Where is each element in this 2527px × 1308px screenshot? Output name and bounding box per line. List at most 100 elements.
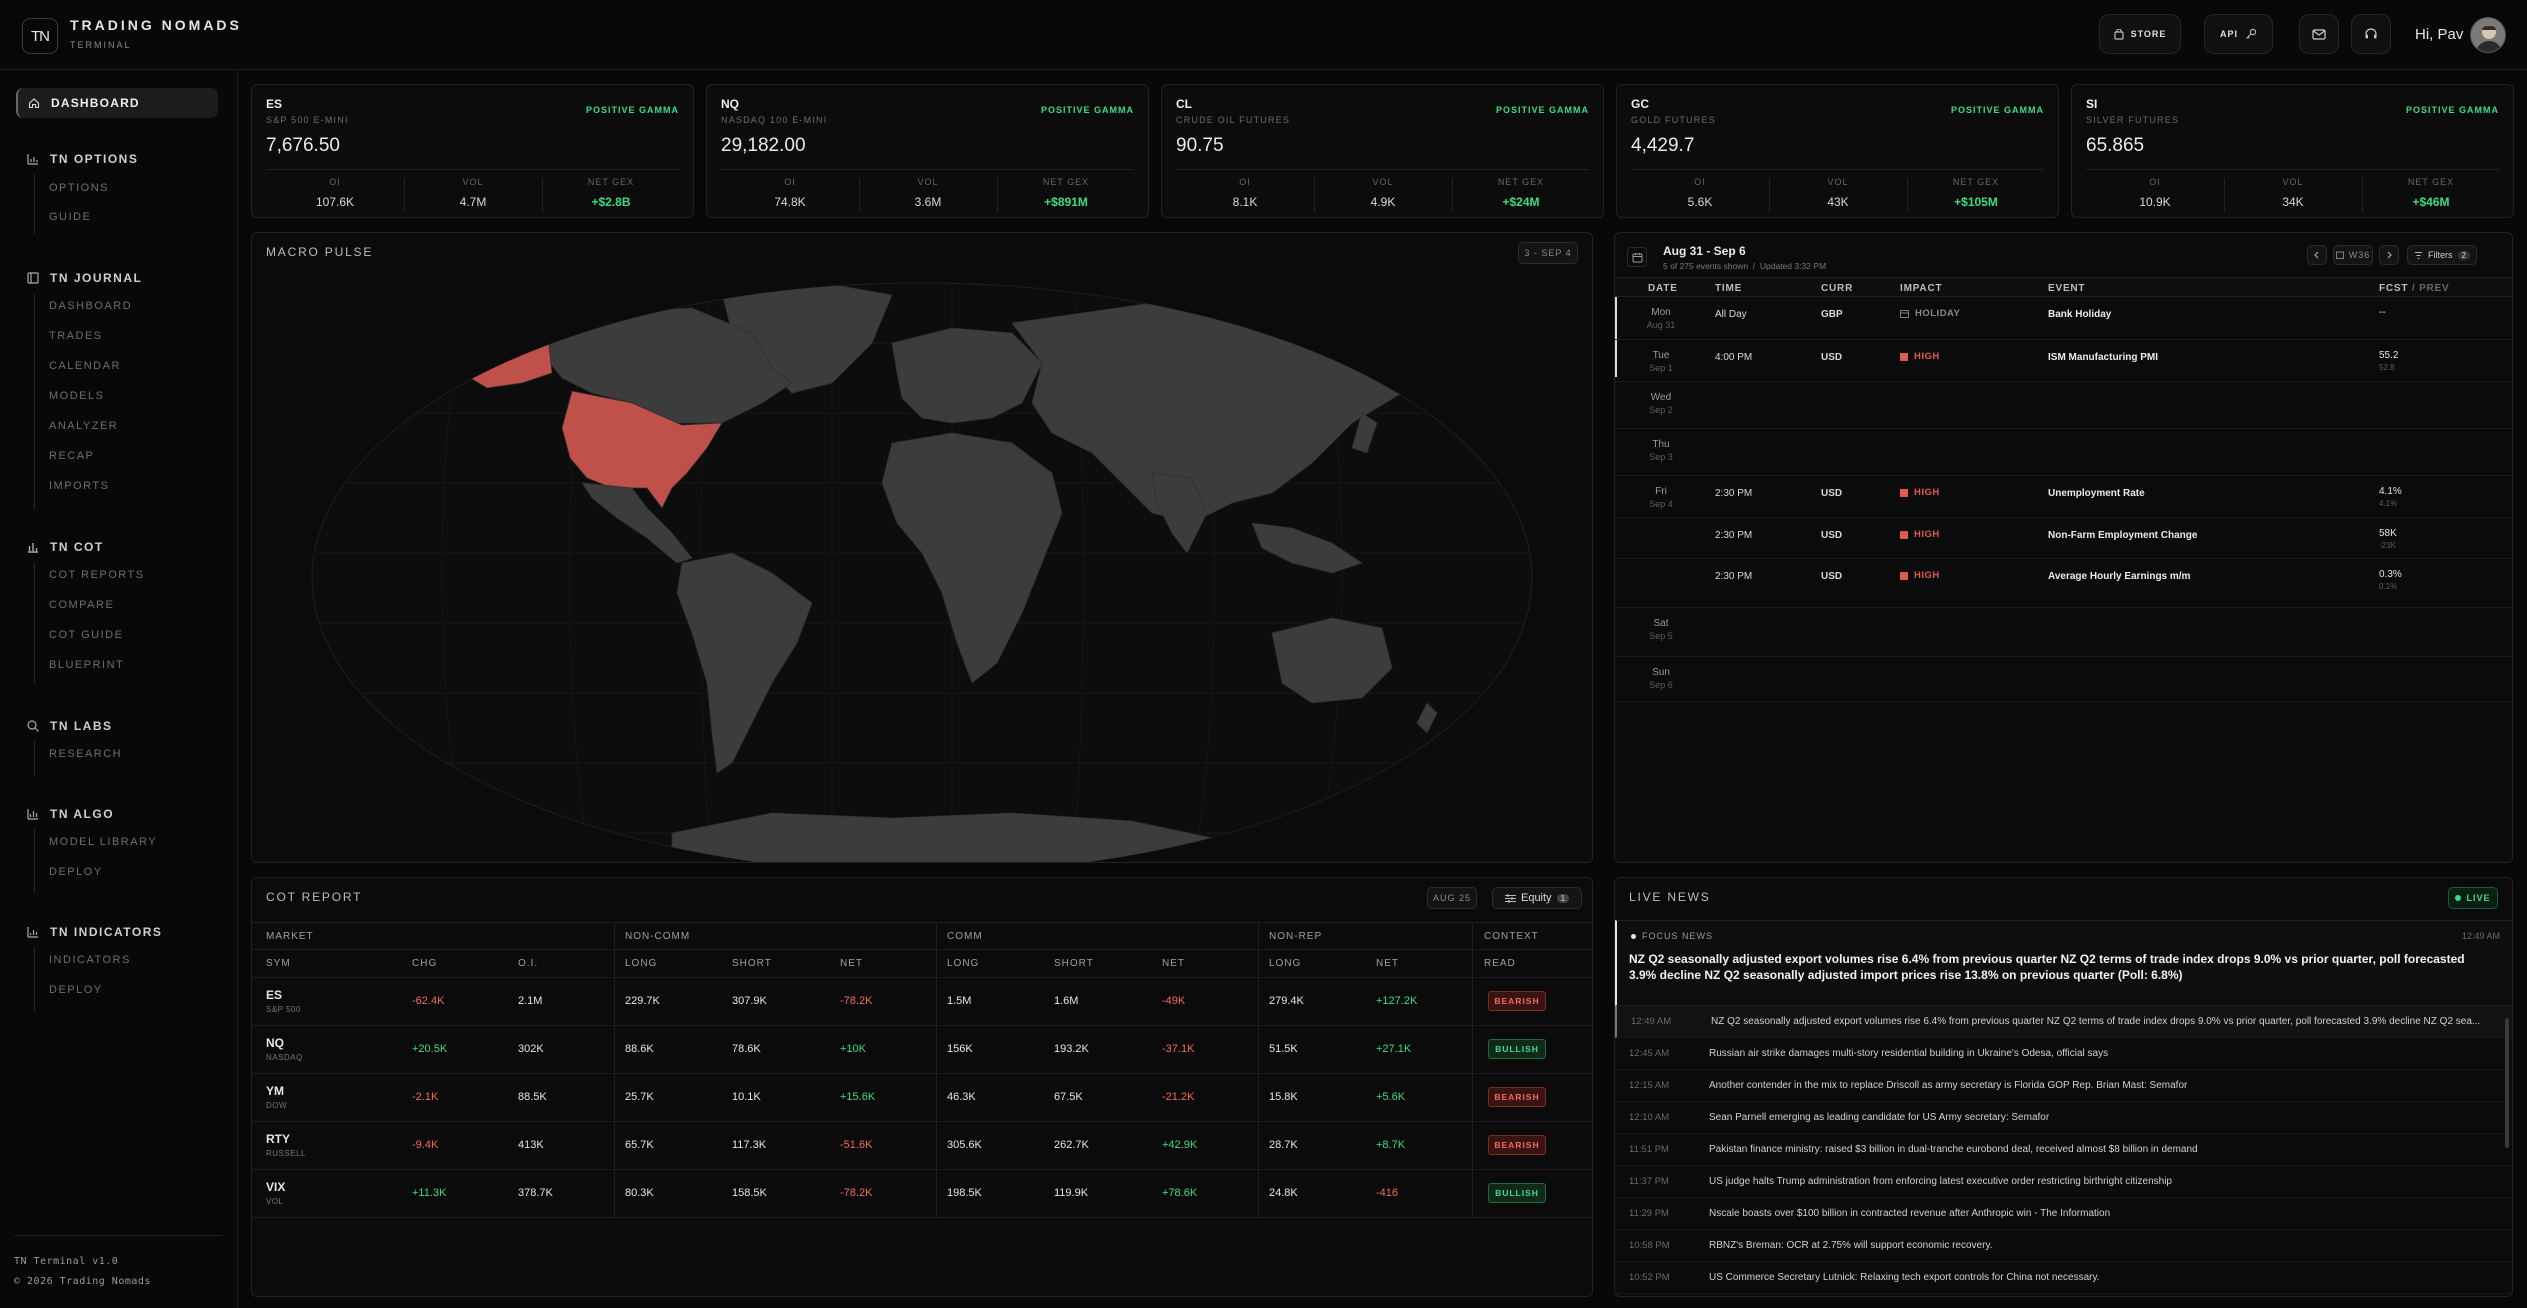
news-item[interactable]: 11:29 PM Nscale boasts over $100 billion … (1615, 1198, 2512, 1230)
sidebar-item-dashboard[interactable]: DASHBOARD (16, 88, 218, 118)
ticker-card-es[interactable]: ES S&P 500 E-MINI POSITIVE GAMMA 7,676.50 OI… (251, 84, 694, 218)
cot-filter-button[interactable]: Equity 1 (1492, 887, 1582, 909)
news-item[interactable]: 12:49 AM NZ Q2 seasonally adjusted export… (1615, 1006, 2512, 1038)
sidebar-section-options[interactable]: TN OPTIONS (26, 152, 138, 166)
focus-news-card[interactable]: FOCUS NEWS 12:49 AM NZ Q2 seasonally adj… (1615, 920, 2512, 1006)
api-button[interactable]: API (2204, 14, 2273, 54)
map-antarctica (671, 812, 1213, 862)
news-item[interactable]: 11:51 PM Pakistan finance ministry: raise… (1615, 1134, 2512, 1166)
stat-label: NET GEX (1042, 177, 1090, 187)
world-map[interactable] (252, 273, 1593, 863)
calendar-row[interactable]: Fri Sep 4 2:30 PM USD HIGH Unemployment Rate 4… (1615, 476, 2512, 518)
news-headline: US Commerce Secretary Lutnick: Relaxing … (1709, 1272, 2100, 1283)
cot-c-net: +78.6K (1162, 1187, 1198, 1199)
store-button[interactable]: STORE (2099, 14, 2181, 54)
col-sym: SYM (266, 958, 291, 969)
stat-net-gex: NET GEX +$24M (1452, 177, 1590, 209)
cot-row-rty[interactable]: RTY RUSSELL -9.4K 413K 65.7K 117.3K -51.6K 305.… (252, 1122, 1592, 1170)
calendar-row[interactable]: Mon Aug 31 All Day GBP HOLIDAY Bank Holiday -- (1615, 297, 2512, 340)
brand-logo[interactable]: TN (22, 18, 58, 54)
macro-range-pill[interactable]: 3 - SEP 4 (1518, 242, 1578, 264)
calendar-icon-button[interactable] (1627, 247, 1647, 267)
ticker-price: 90.75 (1176, 135, 1224, 156)
mail-button[interactable] (2299, 14, 2339, 54)
cot-column-header: SYM CHG O.I. LONG SHORT NET LONG SHORT N… (252, 950, 1592, 978)
news-item[interactable]: 12:10 AM Sean Parnell emerging as leading… (1615, 1102, 2512, 1134)
sidebar-item-calendar[interactable]: CALENDAR (49, 360, 121, 372)
sidebar-item-cot-reports[interactable]: COT REPORTS (49, 569, 145, 581)
news-item[interactable]: 12:45 AM Russian air strike damages multi… (1615, 1038, 2512, 1070)
cot-c-long: 156K (947, 1043, 973, 1055)
calendar-row[interactable]: Sun Sep 6 (1615, 657, 2512, 702)
cot-c-net: +42.9K (1162, 1139, 1198, 1151)
row-time: 2:30 PM (1715, 530, 1753, 541)
calendar-row[interactable]: 2:30 PM USD HIGH Non-Farm Employment Change… (1615, 518, 2512, 559)
calendar-row[interactable]: Wed Sep 2 (1615, 382, 2512, 429)
news-item[interactable]: 11:37 PM US judge halts Trump administrat… (1615, 1166, 2512, 1198)
row-currency: USD (1821, 488, 1843, 499)
user-greeting[interactable]: Hi, Pav (2415, 26, 2464, 43)
news-time: 12:15 AM (1629, 1080, 1670, 1091)
ticker-card-gc[interactable]: GC GOLD FUTURES POSITIVE GAMMA 4,429.7 OI 5.6… (1616, 84, 2059, 218)
cot-oi: 2.1M (518, 995, 543, 1007)
calendar-row[interactable]: Sat Sep 5 (1615, 608, 2512, 657)
calendar-row[interactable]: Thu Sep 3 (1615, 429, 2512, 476)
filters-button[interactable]: Filters 2 (2407, 245, 2477, 265)
sidebar-item-blueprint[interactable]: BLUEPRINT (49, 659, 125, 671)
calendar-row[interactable]: 2:30 PM USD HIGH Average Hourly Earnings m/… (1615, 559, 2512, 608)
sidebar-item-models[interactable]: MODELS (49, 390, 105, 402)
ticker-card-cl[interactable]: CL CRUDE OIL FUTURES POSITIVE GAMMA 90.75 OI… (1161, 84, 1604, 218)
cot-nc-long: 229.7K (625, 995, 660, 1007)
sidebar-item-compare[interactable]: COMPARE (49, 599, 115, 611)
support-button[interactable] (2351, 14, 2391, 54)
cot-nr-long: 51.5K (1269, 1043, 1298, 1055)
sidebar-item-model-library[interactable]: MODEL LIBRARY (49, 836, 158, 848)
news-item[interactable]: 12:15 AM Another contender in the mix to … (1615, 1070, 2512, 1102)
sidebar-item-indicators-deploy[interactable]: DEPLOY (49, 984, 103, 996)
news-item[interactable]: 10:58 PM RBNZ's Breman: OCR at 2.75% will… (1615, 1230, 2512, 1262)
sidebar-item-cot-guide[interactable]: COT GUIDE (49, 629, 124, 641)
sidebar-section-cot[interactable]: TN COT (26, 540, 104, 554)
cot-nc-long: 80.3K (625, 1187, 654, 1199)
stat-value: 107.6K (315, 195, 355, 209)
week-selector[interactable]: W36 (2333, 245, 2373, 265)
ticker-card-nq[interactable]: NQ NASDAQ 100 E-MINI POSITIVE GAMMA 29,182.… (706, 84, 1149, 218)
sidebar-section-labs[interactable]: TN LABS (26, 719, 113, 733)
sidebar-item-guide[interactable]: GUIDE (49, 211, 92, 223)
cot-c-net: -37.1K (1162, 1043, 1195, 1055)
next-week-button[interactable] (2379, 245, 2399, 265)
col-read: READ (1484, 958, 1516, 969)
col-fcst: FCST / PREV (2379, 283, 2450, 294)
filter-icon (2415, 251, 2423, 259)
sidebar-item-journal-dashboard[interactable]: DASHBOARD (49, 300, 133, 312)
cot-row-es[interactable]: ES S&P 500 -62.4K 2.1M 229.7K 307.9K -78.2K 1.5… (252, 978, 1592, 1026)
impact-badge: HOLIDAY (1900, 308, 1960, 319)
map-canada (541, 307, 793, 424)
row-currency: GBP (1821, 309, 1843, 320)
cot-read-badge: BEARISH (1488, 991, 1546, 1011)
row-date: Sep 5 (1649, 631, 1673, 641)
news-item[interactable]: 10:52 PM US Commerce Secretary Lutnick: R… (1615, 1262, 2512, 1294)
ticker-card-si[interactable]: SI SILVER FUTURES POSITIVE GAMMA 65.865 OI 10… (2071, 84, 2514, 218)
cot-c-net: -49K (1162, 995, 1186, 1007)
sidebar-item-analyzer[interactable]: ANALYZER (49, 420, 119, 432)
sidebar-item-research[interactable]: RESEARCH (49, 748, 123, 760)
sidebar-item-imports[interactable]: IMPORTS (49, 480, 110, 492)
sidebar-section-journal[interactable]: TN JOURNAL (26, 271, 142, 285)
cot-row-ym[interactable]: YM DOW -2.1K 88.5K 25.7K 10.1K +15.6K 46.3K 67.5… (252, 1074, 1592, 1122)
calendar-row[interactable]: Tue Sep 1 4:00 PM USD HIGH ISM Manufacturing … (1615, 340, 2512, 382)
news-scrollbar[interactable] (2505, 1018, 2509, 1148)
prev-week-button[interactable] (2307, 245, 2327, 265)
sidebar-item-options[interactable]: OPTIONS (49, 182, 110, 194)
cot-row-vix[interactable]: VIX VOL +11.3K 378.7K 80.3K 158.5K -78.2K 198.5… (252, 1170, 1592, 1218)
cot-date-pill[interactable]: AUG 25 (1427, 887, 1477, 909)
stat-net-gex: NET GEX +$46M (2362, 177, 2500, 209)
user-avatar[interactable] (2470, 17, 2506, 53)
sidebar-section-algo[interactable]: TN ALGO (26, 807, 114, 821)
sidebar-item-algo-deploy[interactable]: DEPLOY (49, 866, 103, 878)
cot-row-nq[interactable]: NQ NASDAQ +20.5K 302K 88.6K 78.6K +10K 156K 193.… (252, 1026, 1592, 1074)
sidebar-item-recap[interactable]: RECAP (49, 450, 95, 462)
sidebar-item-trades[interactable]: TRADES (49, 330, 103, 342)
sidebar-section-indicators[interactable]: TN INDICATORS (26, 925, 162, 939)
sidebar-item-indicators[interactable]: INDICATORS (49, 954, 131, 966)
